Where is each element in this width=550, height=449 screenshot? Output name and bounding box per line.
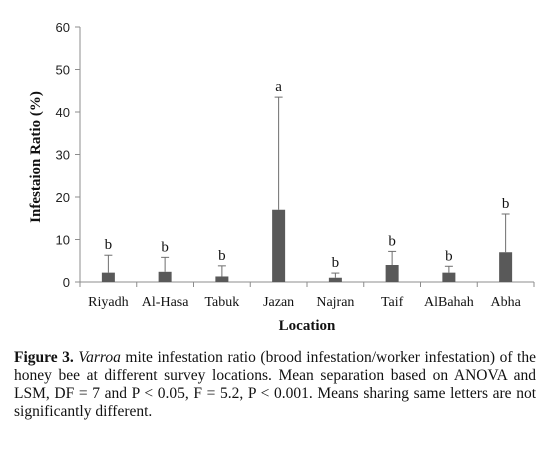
caption-text: mite infestation ratio (brood infestatio… xyxy=(14,349,536,420)
chart-labels: 0 10 20 30 40 50 60 b Riyadh b Al-Hasa b Tabuk a Jazan… xyxy=(56,20,522,310)
significance-letter: b xyxy=(332,255,340,271)
category-label: Jazan xyxy=(263,295,294,310)
category-label: Riyadh xyxy=(88,295,128,310)
category-label: AlBahah xyxy=(424,295,474,310)
bar-riyadh xyxy=(101,272,115,282)
category-label: Tabuk xyxy=(204,295,239,310)
y-tick-label: 30 xyxy=(56,148,70,163)
category-label: Taif xyxy=(381,295,404,310)
significance-letter: b xyxy=(105,237,113,253)
bar-abha xyxy=(499,252,513,282)
bar-albahah xyxy=(442,272,456,282)
y-tick-label: 20 xyxy=(56,190,70,205)
bar-chart: 0 10 20 30 40 50 60 b Riyadh b Al-Hasa b Tabuk a Jazan… xyxy=(28,20,535,334)
significance-letter: b xyxy=(388,233,396,249)
caption-figure-label: Figure 3. xyxy=(14,349,74,366)
significance-letter: b xyxy=(218,248,226,264)
y-tick-label: 60 xyxy=(56,20,70,35)
category-label: Al-Hasa xyxy=(142,295,189,310)
significance-letter: b xyxy=(445,248,453,264)
y-tick-label: 0 xyxy=(63,275,70,290)
caption-species: Varroa xyxy=(78,349,121,366)
y-axis-title: Infestaion Ratio (%) xyxy=(28,91,44,223)
significance-letter: b xyxy=(161,239,169,255)
bar-tabuk xyxy=(215,276,229,282)
category-label: Najran xyxy=(316,295,354,310)
y-tick-label: 40 xyxy=(56,105,70,120)
bar-al-hasa xyxy=(158,271,172,282)
x-axis-title: Location xyxy=(279,318,336,334)
bar-taif xyxy=(385,265,399,282)
bar-najran xyxy=(328,277,342,282)
bar-jazan xyxy=(272,209,286,282)
figure-caption: Figure 3. Varroa mite infestation ratio … xyxy=(14,349,536,421)
significance-letter: b xyxy=(502,196,510,212)
y-tick-label: 10 xyxy=(56,233,70,248)
chart-axes xyxy=(75,26,535,287)
significance-letter: a xyxy=(275,79,282,95)
y-tick-label: 50 xyxy=(56,63,70,78)
chart-bars xyxy=(101,96,513,282)
category-label: Abha xyxy=(490,295,521,310)
